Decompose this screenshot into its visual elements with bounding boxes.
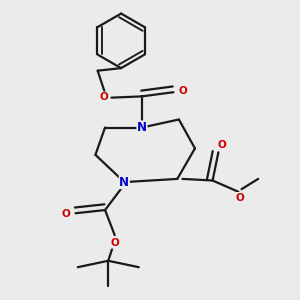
Text: O: O xyxy=(111,238,120,248)
Text: O: O xyxy=(61,209,70,219)
Text: N: N xyxy=(137,121,147,134)
Text: O: O xyxy=(99,92,108,102)
Text: O: O xyxy=(178,85,187,96)
Text: O: O xyxy=(218,140,226,150)
Text: N: N xyxy=(119,176,129,189)
Text: O: O xyxy=(236,193,244,202)
